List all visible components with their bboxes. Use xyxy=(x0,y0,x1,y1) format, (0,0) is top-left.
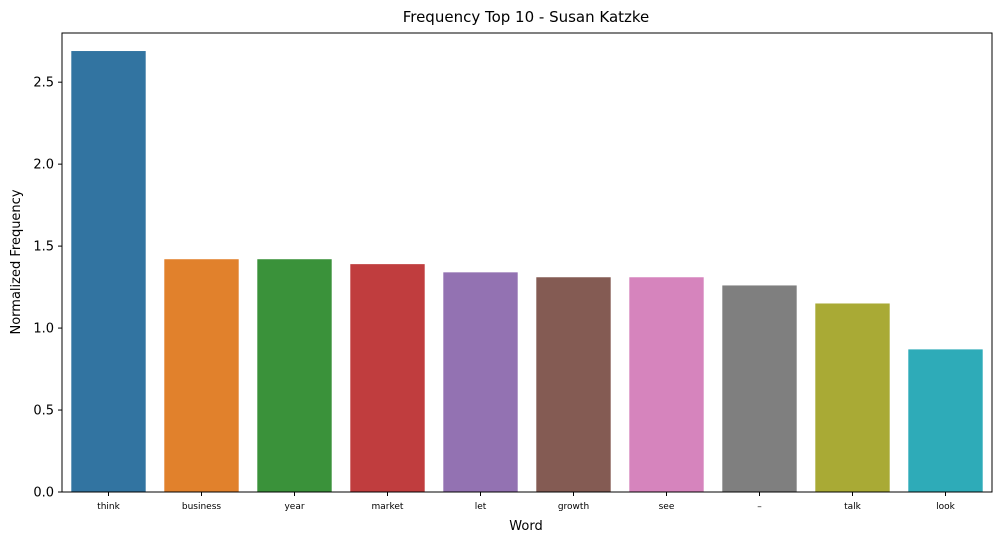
bar-8 xyxy=(815,303,890,492)
y-tick-label: 2.5 xyxy=(33,76,54,91)
bar-0 xyxy=(71,51,146,493)
bar-2 xyxy=(257,259,332,492)
y-tick-label: 0.0 xyxy=(33,486,54,501)
x-tick-label: business xyxy=(182,502,222,512)
bar-3 xyxy=(350,264,425,492)
bars-group xyxy=(71,51,983,493)
x-tick-label: look xyxy=(936,502,956,512)
x-tick-label: see xyxy=(659,502,675,512)
x-tick-label: – xyxy=(757,502,762,512)
y-axis-ticks: 0.0 0.5 1.0 1.5 2.0 2.5 xyxy=(33,76,62,501)
y-tick-label: 2.0 xyxy=(33,158,54,173)
x-axis-ticks: think business year market let growth see – talk… xyxy=(97,492,956,512)
bar-4 xyxy=(443,272,518,492)
bar-6 xyxy=(629,277,704,492)
y-axis-title: Normalized Frequency xyxy=(9,189,24,334)
x-tick-label: let xyxy=(475,502,487,512)
bar-5 xyxy=(536,277,611,492)
x-tick-label: growth xyxy=(558,502,589,512)
x-tick-label: think xyxy=(97,502,120,512)
y-tick-label: 1.5 xyxy=(33,240,54,255)
bar-9 xyxy=(908,349,983,492)
x-tick-label: market xyxy=(372,502,404,512)
x-tick-label: talk xyxy=(844,502,862,512)
y-tick-label: 0.5 xyxy=(33,404,54,419)
x-tick-label: year xyxy=(284,502,304,512)
x-axis-title: Word xyxy=(509,519,542,534)
bar-7 xyxy=(722,285,797,492)
chart-title: Frequency Top 10 - Susan Katzke xyxy=(403,8,650,26)
bar-1 xyxy=(164,259,239,492)
y-tick-label: 1.0 xyxy=(33,322,54,337)
plot-frame xyxy=(61,32,993,493)
